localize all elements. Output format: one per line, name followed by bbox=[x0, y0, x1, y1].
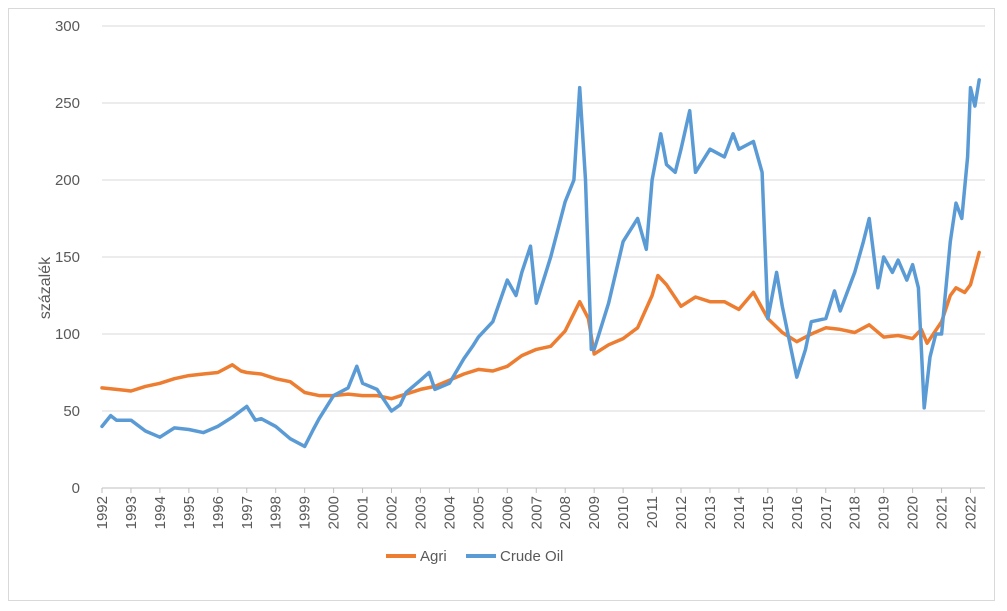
y-tick-label: 200 bbox=[55, 172, 80, 189]
x-tick-label: 2022 bbox=[963, 496, 980, 529]
x-tick-label: 2013 bbox=[702, 496, 719, 529]
x-tick-label: 2005 bbox=[470, 496, 487, 529]
gridlines bbox=[102, 25, 985, 412]
x-tick-label: 2008 bbox=[557, 496, 574, 529]
x-tick-label: 1997 bbox=[239, 496, 256, 529]
x-tick-label: 1999 bbox=[297, 496, 314, 529]
legend-label: Crude Oil bbox=[500, 548, 563, 565]
y-tick-label: 250 bbox=[55, 95, 80, 112]
x-tick-label: 2018 bbox=[847, 496, 864, 529]
y-tick-label: 50 bbox=[63, 403, 80, 420]
x-tick-label: 2003 bbox=[412, 496, 429, 529]
x-tick-label: 2006 bbox=[499, 496, 516, 529]
x-tick-label: 2007 bbox=[528, 496, 545, 529]
x-tick-label: 2016 bbox=[789, 496, 806, 529]
legend: Agri Crude Oil bbox=[386, 548, 563, 565]
x-axis-ticks: 1992 1993 1994 1995 1996 1997 1998 1999 2000 2001… bbox=[94, 488, 980, 529]
x-tick-label: 2019 bbox=[876, 496, 893, 529]
x-tick-label: 1992 bbox=[94, 496, 111, 529]
x-tick-label: 2012 bbox=[673, 496, 690, 529]
x-tick-label: 1995 bbox=[181, 496, 198, 529]
x-tick-label: 2009 bbox=[586, 496, 603, 529]
x-tick-label: 2014 bbox=[731, 496, 748, 529]
series-line-crude-oil bbox=[100, 78, 981, 449]
y-tick-label: 100 bbox=[55, 326, 80, 343]
legend-label: Agri bbox=[420, 548, 447, 565]
x-tick-label: 2002 bbox=[384, 496, 401, 529]
y-axis-label: százalék bbox=[37, 256, 54, 319]
x-tick-label: 2021 bbox=[934, 496, 951, 529]
series-line-agri bbox=[100, 250, 981, 401]
x-tick-label: 2015 bbox=[760, 496, 777, 529]
x-tick-label: 1993 bbox=[123, 496, 140, 529]
x-tick-label: 2010 bbox=[615, 496, 632, 529]
y-tick-label: 300 bbox=[55, 18, 80, 35]
y-tick-label: 150 bbox=[55, 249, 80, 266]
x-tick-label: 2000 bbox=[326, 496, 343, 529]
series-lines bbox=[100, 78, 981, 449]
x-tick-label: 2020 bbox=[905, 496, 922, 529]
x-tick-label: 2001 bbox=[355, 496, 372, 529]
y-tick-label: 0 bbox=[72, 480, 80, 497]
x-tick-label: 2004 bbox=[441, 496, 458, 529]
y-axis-ticks: 0 50 100 150 200 250 300 bbox=[55, 18, 80, 497]
x-tick-label: 1998 bbox=[268, 496, 285, 529]
x-tick-label: 2011 bbox=[644, 496, 661, 528]
x-tick-label: 2017 bbox=[818, 496, 835, 529]
x-tick-label: 1994 bbox=[152, 496, 169, 529]
x-tick-label: 1996 bbox=[210, 496, 227, 529]
